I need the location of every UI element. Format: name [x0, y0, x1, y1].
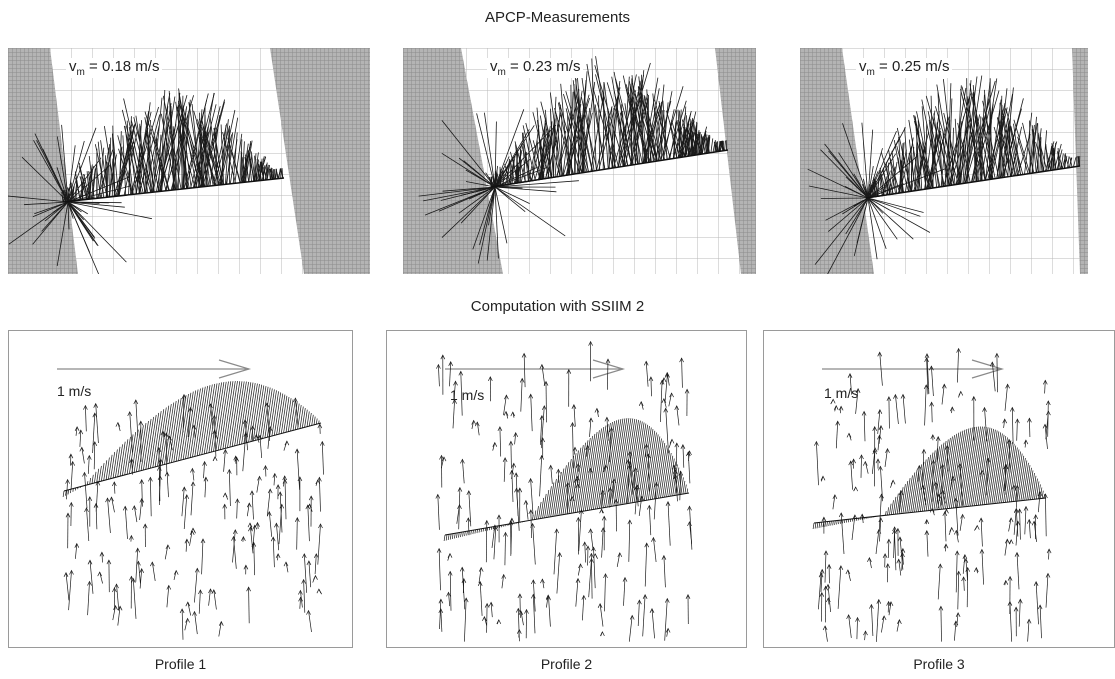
velocity-vectors — [418, 56, 727, 264]
measurement-panel-2: vm = 0.23 m/s — [403, 48, 756, 274]
computation-plot-2 — [435, 340, 693, 642]
profile-caption-2: Profile 2 — [540, 656, 593, 672]
water-surface-line — [813, 497, 1047, 524]
profile-caption-1: Profile 1 — [154, 656, 207, 672]
water-surface-line — [63, 422, 322, 492]
right-bank — [715, 48, 756, 274]
right-bank — [1072, 48, 1088, 274]
water-surface-line — [62, 177, 285, 203]
measurement-panel-3: vm = 0.25 m/s — [800, 48, 1088, 274]
right-bank — [270, 48, 370, 274]
scale-arrowhead — [218, 359, 252, 379]
computation-plot-1 — [57, 359, 325, 640]
computation-heading: Computation with SSIIM 2 — [470, 298, 645, 315]
mean-velocity-label-3: vm = 0.25 m/s — [856, 58, 953, 78]
measurement-panel-1: vm = 0.18 m/s — [8, 48, 370, 274]
computation-panel-1: 1 m/s — [8, 330, 353, 648]
scale-arrowhead — [592, 359, 626, 379]
water-surface-line — [444, 492, 690, 536]
mean-velocity-label-1: vm = 0.18 m/s — [66, 58, 163, 78]
left-bank — [8, 48, 78, 274]
scale-arrow-label-1: 1 m/s — [57, 383, 92, 399]
measurements-heading: APCP-Measurements — [484, 9, 631, 26]
water-surface-line — [490, 149, 729, 188]
computation-panel-3: 1 m/s — [763, 330, 1115, 648]
water-surface-line — [865, 165, 1081, 199]
scale-arrow-label-2: 1 m/s — [450, 387, 485, 403]
computed-vectors — [812, 347, 1052, 642]
velocity-vectors — [8, 88, 284, 274]
computed-vectors — [435, 340, 693, 642]
velocity-vectors — [807, 75, 1081, 274]
scale-arrowhead — [971, 359, 1005, 379]
measurement-plot-3 — [800, 48, 1088, 274]
computed-vectors — [62, 381, 325, 640]
profile-caption-3: Profile 3 — [913, 656, 965, 672]
computation-panel-2: 1 m/s — [386, 330, 747, 648]
scale-arrow-label-3: 1 m/s — [824, 385, 859, 401]
measurement-plot-1 — [8, 48, 370, 274]
measurement-plot-2 — [403, 48, 756, 274]
computation-plot-3 — [812, 347, 1052, 642]
left-bank — [403, 48, 503, 274]
mean-velocity-label-2: vm = 0.23 m/s — [487, 58, 584, 78]
